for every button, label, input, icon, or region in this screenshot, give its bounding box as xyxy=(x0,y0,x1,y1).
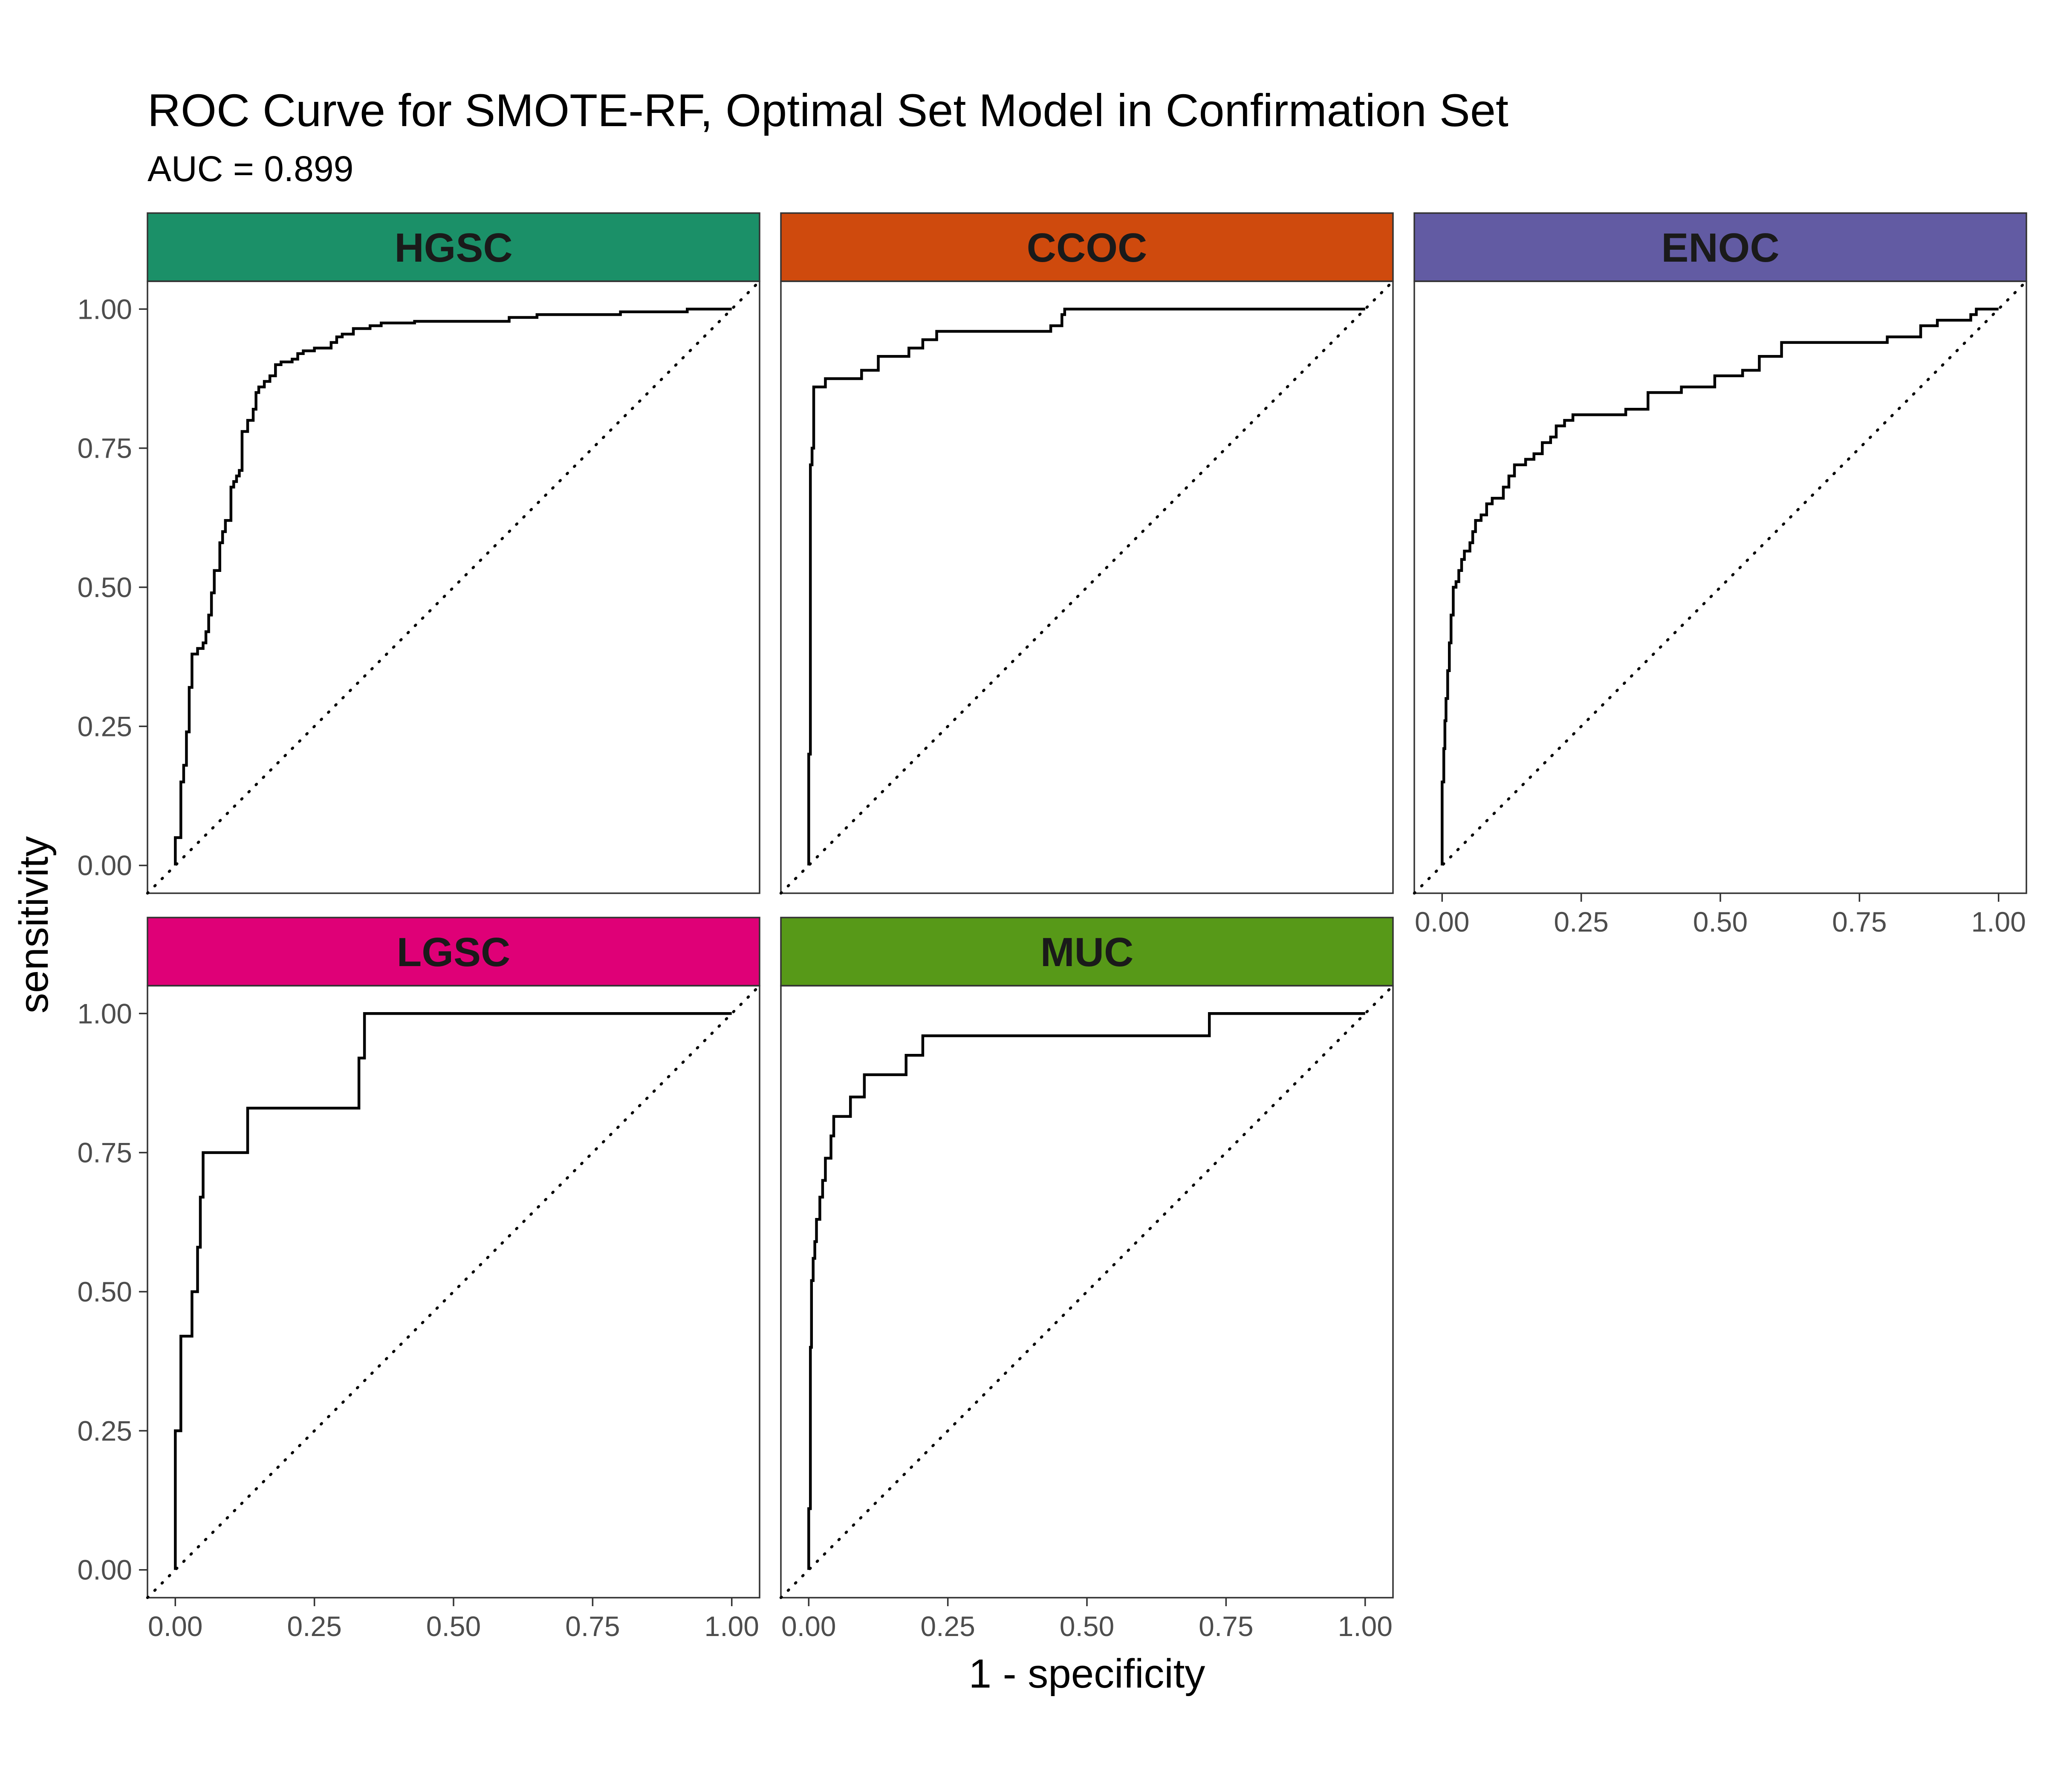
panel-muc: MUC 0.00 0.25 0.50 0.75 1.00 xyxy=(779,917,1395,1642)
strip-hgsc xyxy=(147,212,760,282)
strip-label-ccoc: CCOC xyxy=(1027,225,1147,271)
x-axis-title: 1 - specificity xyxy=(969,1651,1205,1697)
x-tick-label: 0.75 xyxy=(1832,906,1887,938)
panel-ccoc: CCOC xyxy=(779,212,1395,895)
strip-enoc xyxy=(1413,212,2027,282)
y-tick-label: 1.00 xyxy=(78,293,132,325)
roc-curve-lgsc xyxy=(174,1012,732,1570)
x-tick-label: 0.00 xyxy=(781,1610,836,1642)
y-tick-label: 0.50 xyxy=(78,1276,132,1307)
reference-diagonal-muc xyxy=(779,984,1395,1599)
y-tick-label: 0.75 xyxy=(78,1137,132,1169)
reference-diagonal-enoc xyxy=(1413,280,2028,895)
y-tick-label: 0.25 xyxy=(78,1415,132,1446)
strip-ccoc xyxy=(780,212,1394,282)
reference-diagonal-lgsc xyxy=(146,984,761,1599)
x-tick-label: 0.25 xyxy=(287,1610,341,1642)
y-tick-label: 0.50 xyxy=(78,571,132,603)
roc-curve-ccoc xyxy=(807,308,1365,866)
facet-panels: HGSC 0.00 0.25 0.50 0.75 1.00 CCOC ENOC 0.00 0.25… xyxy=(78,212,2028,1642)
strip-lgsc xyxy=(147,917,760,987)
panel-border-ccoc xyxy=(780,280,1394,894)
x-tick-label: 0.50 xyxy=(1060,1610,1114,1642)
x-tick-label: 0.25 xyxy=(1554,906,1608,938)
y-tick-label: 0.00 xyxy=(78,1554,132,1586)
y-tick-label: 0.75 xyxy=(78,433,132,464)
strip-label-hgsc: HGSC xyxy=(394,225,512,271)
panel-enoc: ENOC 0.00 0.25 0.50 0.75 1.00 xyxy=(1413,212,2028,938)
y-tick-label: 0.00 xyxy=(78,850,132,881)
x-tick-label: 0.25 xyxy=(920,1610,975,1642)
x-tick-label: 0.00 xyxy=(148,1610,202,1642)
x-tick-label: 1.00 xyxy=(704,1610,759,1642)
strip-label-enoc: ENOC xyxy=(1661,225,1779,271)
x-tick-label: 1.00 xyxy=(1971,906,2026,938)
panel-hgsc: HGSC 0.00 0.25 0.50 0.75 1.00 xyxy=(78,212,761,895)
reference-diagonal-hgsc xyxy=(146,280,761,895)
x-tick-label: 0.50 xyxy=(426,1610,481,1642)
strip-label-muc: MUC xyxy=(1040,929,1134,975)
strip-label-lgsc: LGSC xyxy=(397,929,511,975)
chart-title: ROC Curve for SMOTE-RF, Optimal Set Mode… xyxy=(147,84,1508,136)
chart-subtitle: AUC = 0.899 xyxy=(147,149,353,189)
x-tick-label: 0.75 xyxy=(1199,1610,1253,1642)
roc-curve-muc xyxy=(807,1012,1365,1570)
roc-curve-hgsc xyxy=(174,308,732,866)
reference-diagonal-ccoc xyxy=(779,280,1395,895)
x-tick-label: 0.50 xyxy=(1693,906,1748,938)
x-tick-label: 1.00 xyxy=(1338,1610,1392,1642)
x-tick-label: 0.00 xyxy=(1415,906,1469,938)
y-tick-label: 1.00 xyxy=(78,998,132,1029)
y-tick-label: 0.25 xyxy=(78,710,132,742)
y-axis-title: sensitivity xyxy=(11,836,57,1013)
x-tick-label: 0.75 xyxy=(565,1610,620,1642)
roc-curve-enoc xyxy=(1441,308,1999,866)
panel-lgsc: LGSC 0.00 0.25 0.50 0.75 1.00 0.00 0.25 0.50 0.75… xyxy=(78,917,761,1642)
